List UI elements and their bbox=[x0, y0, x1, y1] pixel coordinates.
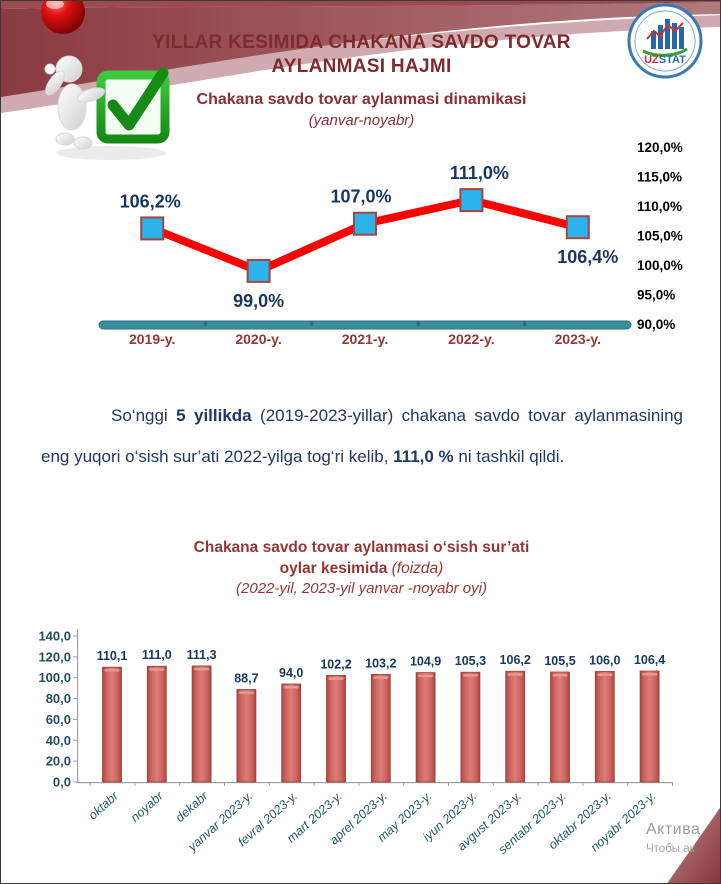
svg-text:2022-y.: 2022-y. bbox=[448, 331, 494, 347]
red-sphere-decoration bbox=[41, 1, 85, 34]
svg-text:2020-y.: 2020-y. bbox=[235, 331, 281, 347]
line-chart-subtitle: (yanvar-noyabr) bbox=[308, 112, 415, 129]
svg-text:106,2%: 106,2% bbox=[120, 191, 181, 211]
summary-text-part: So‘nggi bbox=[111, 406, 177, 425]
svg-text:106,2: 106,2 bbox=[500, 653, 531, 667]
svg-text:94,0: 94,0 bbox=[279, 666, 303, 680]
svg-text:105,3: 105,3 bbox=[455, 654, 486, 668]
svg-text:0,0: 0,0 bbox=[53, 775, 71, 790]
line-chart: 120,0% 115,0% 110,0% 105,0% 100,0% 95,0% 90,0%… bbox=[98, 140, 683, 347]
page-title: YILLAR KESIMIDA CHAKANA SAVDO TOVAR AYLA… bbox=[152, 32, 571, 77]
svg-text:100,0%: 100,0% bbox=[637, 258, 683, 273]
corner-wedge-decoration bbox=[667, 807, 720, 883]
svg-text:2023-y.: 2023-y. bbox=[555, 331, 601, 347]
summary-bold-years: 5 yillikda bbox=[176, 406, 252, 425]
svg-text:40,0: 40,0 bbox=[46, 733, 71, 748]
svg-text:noyabr: noyabr bbox=[128, 788, 166, 825]
svg-text:106,0: 106,0 bbox=[589, 653, 620, 667]
svg-text:111,3: 111,3 bbox=[187, 648, 217, 662]
svg-text:111,0: 111,0 bbox=[142, 648, 172, 662]
svg-text:UZSTAT: UZSTAT bbox=[644, 54, 686, 66]
logo-trendline-icon bbox=[646, 22, 684, 40]
svg-text:60,0: 60,0 bbox=[46, 712, 71, 727]
svg-text:110,0%: 110,0% bbox=[637, 199, 682, 214]
checkmark-icon bbox=[107, 67, 169, 131]
activation-watermark: Актива Чтобы ак bbox=[646, 821, 701, 855]
svg-text:110,1: 110,1 bbox=[97, 649, 128, 663]
svg-text:120,0%: 120,0% bbox=[637, 140, 683, 155]
svg-text:2019-y.: 2019-y. bbox=[129, 331, 175, 347]
svg-text:20,0: 20,0 bbox=[46, 754, 71, 769]
svg-text:90,0%: 90,0% bbox=[637, 317, 675, 332]
line-chart-title: Chakana savdo tovar aylanmasi dinamikasi bbox=[196, 91, 527, 108]
summary-text-part: (2019-2023-yillar) chakana savdo tovar a… bbox=[41, 406, 684, 466]
svg-text:107,0%: 107,0% bbox=[330, 187, 391, 207]
svg-text:104,9: 104,9 bbox=[410, 655, 441, 669]
logo-swoosh-icon bbox=[642, 47, 688, 57]
svg-text:95,0%: 95,0% bbox=[637, 288, 675, 303]
svg-text:99,0%: 99,0% bbox=[233, 291, 284, 311]
svg-text:111,0%: 111,0% bbox=[450, 163, 509, 183]
checkmark-figure-illustration bbox=[44, 55, 170, 160]
svg-text:102,2: 102,2 bbox=[320, 657, 351, 671]
svg-text:105,0%: 105,0% bbox=[637, 229, 683, 244]
summary-text-part: ni tashkil qildi. bbox=[453, 447, 565, 466]
svg-text:103,2: 103,2 bbox=[365, 656, 396, 670]
svg-text:dekabr: dekabr bbox=[173, 788, 211, 825]
svg-text:105,5: 105,5 bbox=[544, 654, 575, 668]
uzstat-logo: UZSTAT bbox=[627, 3, 703, 79]
bar-chart-subtitle: (2022-yil, 2023-yil yanvar -noyabr oyi) bbox=[236, 580, 487, 597]
svg-text:oktabr: oktabr bbox=[86, 788, 122, 822]
svg-text:106,4: 106,4 bbox=[634, 653, 665, 667]
svg-text:115,0%: 115,0% bbox=[637, 170, 682, 185]
svg-text:120,0: 120,0 bbox=[38, 649, 71, 664]
svg-text:80,0: 80,0 bbox=[46, 691, 71, 706]
bar-chart-title: Chakana savdo tovar aylanmasi o‘sish sur… bbox=[193, 539, 530, 577]
summary-paragraph: So‘nggi 5 yillikda (2019-2023-yillar) ch… bbox=[41, 395, 683, 477]
svg-text:88,7: 88,7 bbox=[234, 671, 258, 685]
svg-text:140,0: 140,0 bbox=[38, 629, 71, 644]
summary-bold-value: 111,0 % bbox=[393, 447, 454, 466]
svg-text:2021-y.: 2021-y. bbox=[342, 331, 388, 347]
svg-text:100,0: 100,0 bbox=[38, 670, 71, 685]
bar-chart: 140,0 120,0 100,0 80,0 60,0 40,0 20,0 0,0 110,1 1… bbox=[38, 629, 673, 857]
svg-text:106,4%: 106,4% bbox=[557, 247, 618, 267]
